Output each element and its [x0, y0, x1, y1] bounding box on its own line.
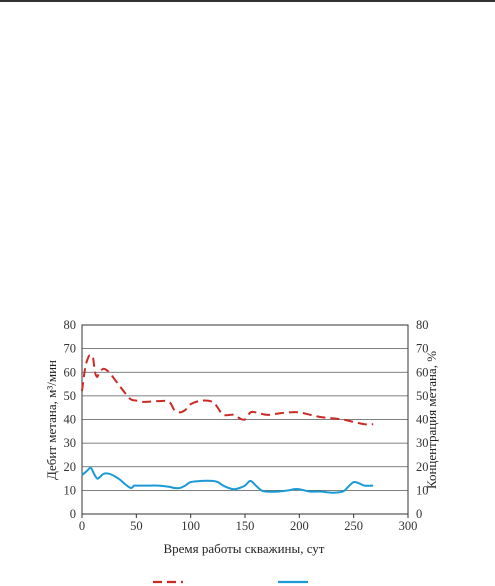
y-tick-label-right: 20	[416, 460, 429, 474]
y-tick-label-left: 70	[64, 342, 77, 356]
x-tick-label: 100	[181, 519, 200, 533]
y-tick-label-right: 50	[416, 389, 429, 403]
x-tick-labels: 0 50 100 150 200 250 300	[79, 519, 418, 533]
y-tick-label-left: 50	[64, 389, 77, 403]
x-axis-title: Время работы скважины, сут	[163, 541, 324, 556]
grid-lines	[81, 324, 409, 518]
x-tick-label: 50	[130, 519, 143, 533]
y-tick-label-right: 30	[416, 436, 429, 450]
y-axis-title-right: Концентрация метана, %	[424, 351, 439, 489]
y-tick-label-left: 30	[64, 436, 77, 450]
top-rule	[0, 0, 495, 2]
y-tick-label-right: 80	[416, 318, 429, 332]
y-tick-label-left: 60	[64, 365, 77, 379]
x-tick-label: 200	[290, 519, 309, 533]
y-tick-label-left: 20	[64, 460, 77, 474]
x-tick-label: 300	[399, 519, 418, 533]
series-line-solid	[81, 466, 374, 494]
plot-area	[81, 354, 374, 494]
y-tick-label-right: 10	[416, 483, 429, 497]
y-tick-label-left: 0	[70, 507, 76, 521]
y-axis-title-left: Дебит метана, м³/мин	[44, 360, 59, 480]
series-line-dashed	[81, 354, 374, 426]
y-tick-label-right: 60	[416, 365, 429, 379]
x-tick-label: 0	[79, 519, 85, 533]
x-tick-label: 250	[344, 519, 363, 533]
y-tick-label-left: 40	[64, 413, 77, 427]
x-tick-label: 150	[236, 519, 255, 533]
y-tick-label-right: 40	[416, 413, 429, 427]
y-tick-label-left: 10	[64, 483, 77, 497]
right-tick-labels: 0 10 20 30 40 50 60 70 80	[416, 318, 429, 521]
y-tick-label-right: 0	[416, 507, 422, 521]
left-tick-labels: 0 10 20 30 40 50 60 70 80	[64, 318, 77, 521]
y-tick-label-right: 70	[416, 342, 429, 356]
y-tick-label-left: 80	[64, 318, 77, 332]
